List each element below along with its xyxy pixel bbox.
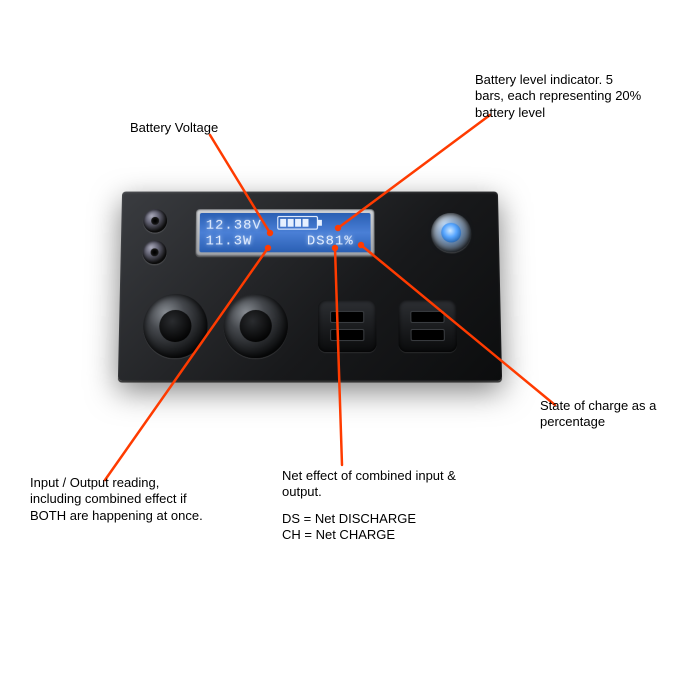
- usb-block-2: [398, 300, 457, 352]
- power-button[interactable]: [431, 213, 471, 252]
- lcd-line1: 12.38V: [206, 216, 323, 235]
- dc-socket-1: [143, 294, 208, 358]
- usb-block-1: [318, 300, 377, 352]
- lcd-line2: 11.3W DS81%: [205, 234, 353, 250]
- label-soc: State of charge as a percentage: [540, 398, 690, 431]
- label-net-line1: Net effect of combined input & output.: [282, 468, 462, 501]
- input-jack-top: [143, 209, 167, 233]
- usb-port: [410, 311, 444, 323]
- usb-port: [330, 329, 364, 341]
- label-bars: Battery level indicator. 5 bars, each re…: [475, 72, 645, 121]
- diagram-stage: 12.38V 11.3W: [0, 0, 700, 700]
- label-voltage: Battery Voltage: [130, 120, 218, 136]
- usb-port: [411, 329, 445, 341]
- usb-port: [330, 311, 364, 323]
- dc-socket-2: [223, 294, 288, 358]
- lcd-power: 11.3W: [205, 234, 252, 250]
- battery-bars-icon: [277, 216, 323, 235]
- label-net-line3: CH = Net CHARGE: [282, 527, 462, 543]
- lcd-screen: 12.38V 11.3W: [199, 213, 370, 252]
- input-jack-bottom: [142, 240, 166, 264]
- label-net: Net effect of combined input & output. D…: [282, 468, 462, 543]
- lcd-voltage: 12.38V: [206, 218, 262, 234]
- lcd-frame: 12.38V 11.3W: [195, 209, 374, 256]
- label-net-line2: DS = Net DISCHARGE: [282, 511, 462, 527]
- label-io: Input / Output reading, including combin…: [30, 475, 210, 524]
- lcd-mode: DS: [307, 234, 326, 250]
- device-panel: 12.38V 11.3W: [118, 192, 502, 381]
- lcd-soc: 81%: [326, 234, 354, 250]
